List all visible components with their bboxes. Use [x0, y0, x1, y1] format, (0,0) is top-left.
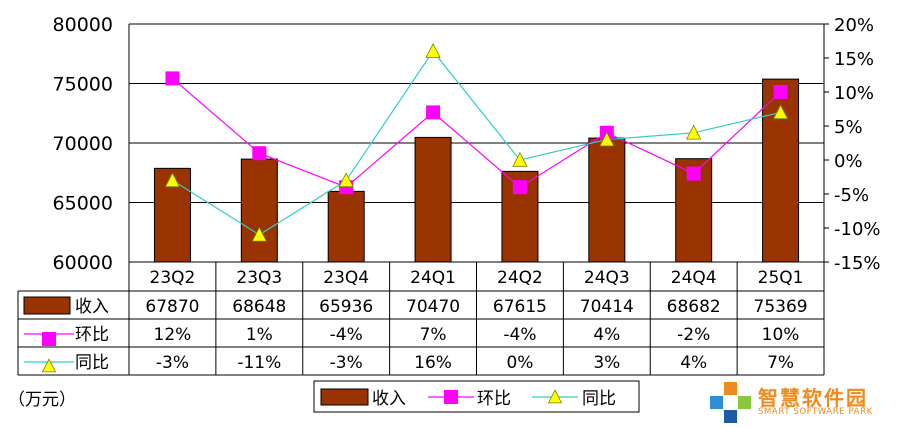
table-cell: -3%: [330, 353, 363, 373]
y-right-tick-label: 15%: [834, 49, 874, 70]
yoy-point-25Q1: [772, 104, 789, 120]
legend-yoy-marker: [547, 389, 563, 404]
qoq-point-24Q4: [686, 166, 701, 181]
logo-square-navy: [724, 410, 737, 423]
yoy-point-24Q4: [686, 124, 702, 140]
yoy-point-23Q4: [338, 172, 354, 188]
y-right-tick-label: 0%: [834, 151, 863, 172]
table-row-header-qoq: 环比: [75, 325, 109, 345]
qoq-point-25Q1: [773, 85, 788, 99]
table-cell: -11%: [237, 353, 281, 373]
table-cell: 70414: [580, 297, 634, 317]
table-cell: 7%: [420, 325, 447, 345]
y-left-tick-label: 70000: [53, 133, 113, 155]
y-left-tick-label: 60000: [53, 252, 113, 274]
logo-square-blue: [710, 396, 723, 409]
y-left-tick-label: 65000: [53, 193, 113, 215]
table-cell: 1%: [246, 325, 273, 345]
yoy-point-23Q2: [164, 172, 181, 188]
table-cell: 0%: [506, 353, 533, 373]
table-cell: 16%: [414, 353, 452, 373]
table-cell: 7%: [767, 353, 794, 373]
table-cell: 12%: [154, 325, 192, 345]
category-label-23Q2: 23Q2: [150, 268, 196, 288]
table-cell: 70470: [406, 297, 460, 317]
legend-label-yoy: 同比: [582, 389, 616, 409]
bar-23Q3: [240, 158, 278, 263]
table-cell: -2%: [677, 325, 710, 345]
table-legend-bar-swatch: [23, 296, 71, 315]
y-right-tick-label: -15%: [834, 253, 881, 274]
qoq-point-24Q1: [426, 105, 441, 120]
table-cell: 67615: [493, 297, 547, 317]
category-label-25Q1: 25Q1: [758, 268, 804, 288]
bar-23Q4: [327, 190, 365, 263]
table-row-header-yoy: 同比: [75, 353, 109, 373]
category-label-23Q3: 23Q3: [236, 268, 282, 288]
y-left-tick-label: 80000: [53, 14, 113, 36]
logo-name-en: SMART SOFTWARE PARK: [758, 407, 873, 417]
yoy-point-24Q2: [512, 151, 528, 167]
table-cell: 10%: [762, 325, 800, 345]
bar-24Q1: [414, 136, 452, 263]
table-cell: 67870: [145, 297, 199, 317]
table-cell: -3%: [156, 353, 189, 373]
qoq-line: [172, 77, 781, 188]
yoy-point-24Q1: [425, 43, 441, 58]
table-cell: 68682: [667, 297, 721, 317]
yoy-line: [172, 50, 781, 236]
table-cell: 3%: [593, 353, 620, 373]
y-right-tick-label: 10%: [834, 83, 874, 104]
qoq-point-23Q2: [165, 71, 180, 86]
legend-bar-swatch: [320, 388, 369, 406]
table-legend-qoq-marker: [42, 332, 56, 346]
category-label-24Q3: 24Q3: [584, 268, 630, 288]
table-cell: 68648: [232, 297, 286, 317]
category-label-24Q1: 24Q1: [410, 268, 456, 288]
y-right-tick-label: -5%: [834, 185, 869, 206]
category-label-23Q4: 23Q4: [323, 268, 369, 288]
table-legend-yoy-marker: [41, 358, 57, 373]
legend-label-qoq: 环比: [477, 389, 511, 409]
bar-24Q3: [588, 137, 626, 263]
table-cell: 65936: [319, 297, 373, 317]
logo-square-orange: [724, 382, 737, 395]
legend-label-revenue: 收入: [372, 389, 406, 409]
category-label-24Q4: 24Q4: [671, 268, 717, 288]
y-left-tick-label: 75000: [53, 74, 113, 96]
table-cell: 75369: [754, 297, 808, 317]
category-label-24Q2: 24Q2: [497, 268, 543, 288]
table-cell: 4%: [680, 353, 707, 373]
table-cell: -4%: [330, 325, 363, 345]
y-right-tick-label: -10%: [834, 219, 881, 240]
table-row-header-revenue: 收入: [75, 297, 109, 317]
logo-square-green: [738, 396, 751, 409]
table-cell: -4%: [503, 325, 536, 345]
qoq-point-24Q2: [512, 180, 527, 195]
y-right-tick-label: 20%: [834, 15, 874, 36]
table-cell: 4%: [593, 325, 620, 345]
smart-software-park-logo: 智慧软件园 SMART SOFTWARE PARK: [708, 378, 902, 424]
yoy-point-24Q3: [599, 131, 615, 147]
unit-label: （万元）: [8, 390, 76, 410]
qoq-point-23Q3: [252, 146, 267, 161]
y-right-tick-label: 5%: [834, 117, 863, 138]
logo-name-cn: 智慧软件园: [758, 386, 868, 410]
yoy-point-23Q3: [251, 226, 267, 242]
legend-qoq-marker: [444, 390, 458, 404]
